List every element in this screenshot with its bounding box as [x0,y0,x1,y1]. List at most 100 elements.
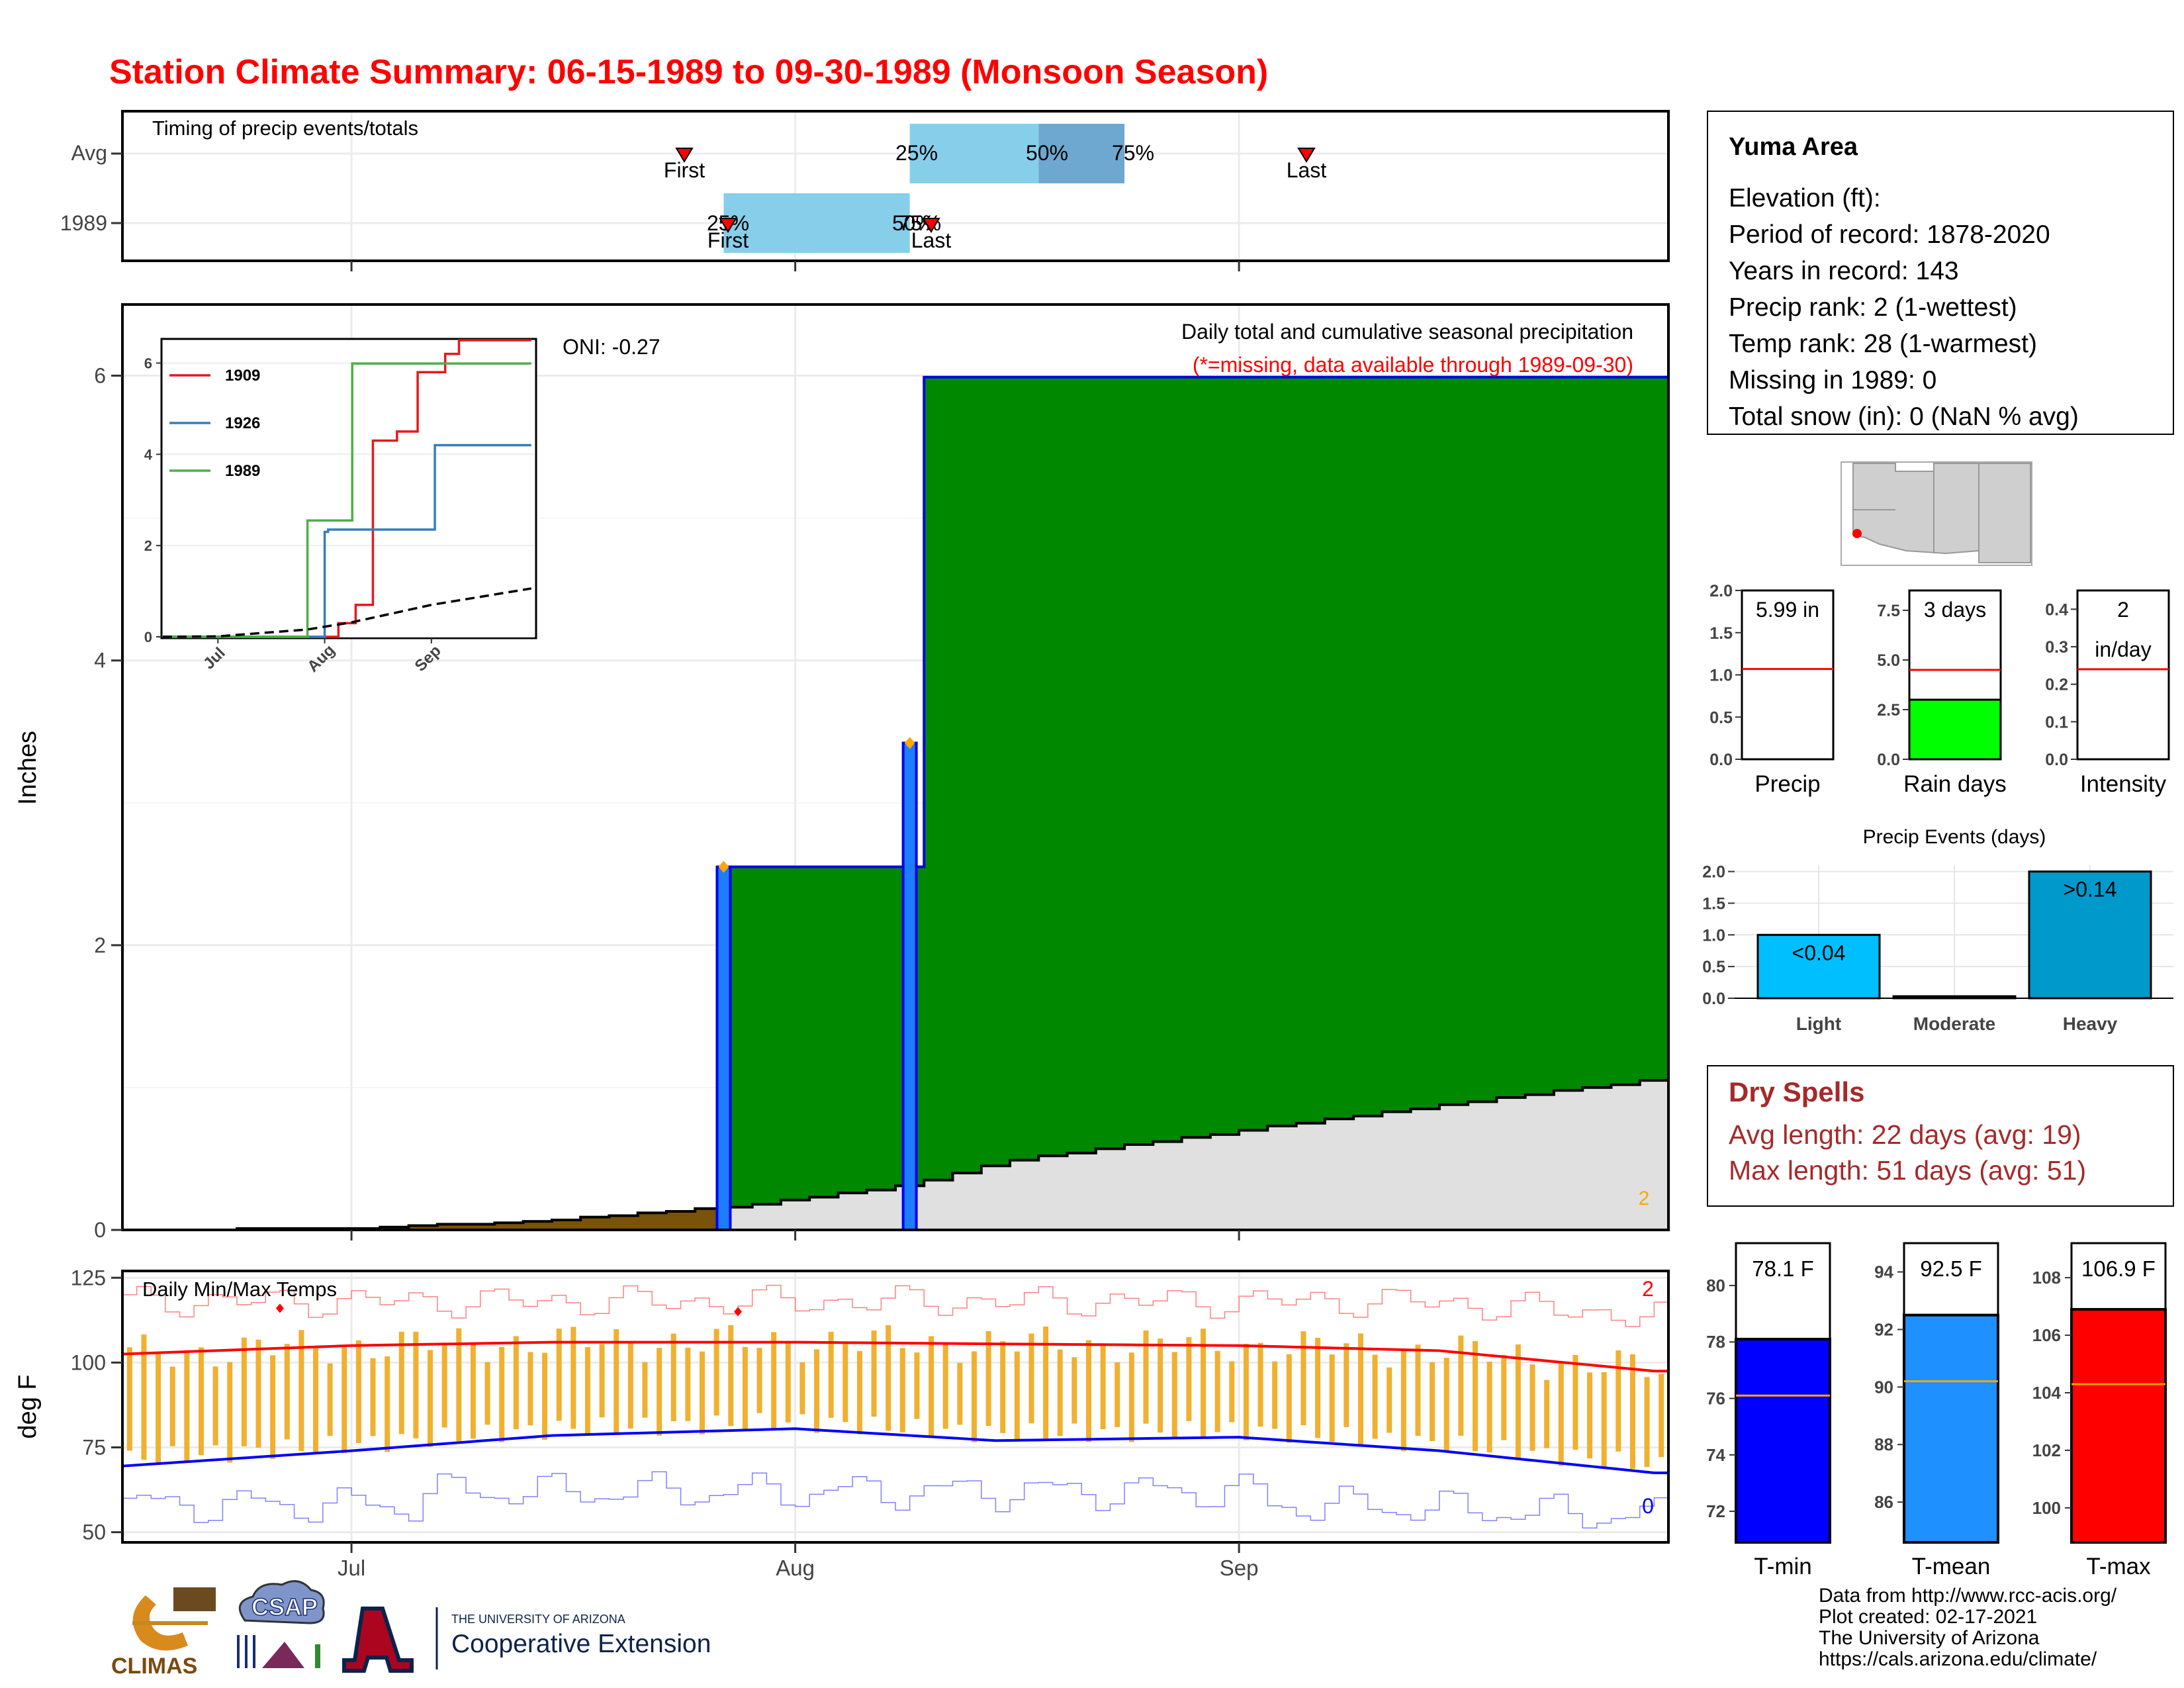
station-detail-line: Precip rank: 2 (1-wettest) [1729,293,2017,322]
inset-line-avg [162,587,532,638]
precip-y-tick-label: 6 [94,364,106,388]
y1989-first-marker [719,218,737,233]
timing-panel: Timing of precip events/totals Avg 1989 … [60,110,1670,271]
mini-bar-tick-label: 0.0 [2045,751,2068,769]
temp-bar-tick-label: 104 [2032,1383,2062,1403]
mini-bar-label: Rain days [1903,771,2007,797]
normal-cumulative-area [122,1080,1668,1230]
events-bar-light [1756,933,1881,1000]
temp-bar-value-label: 92.5 F [1920,1256,1982,1281]
csap-cactus-icon [315,1644,320,1668]
daily-precip-marker [904,737,915,749]
temp-bar-t-min: 72 74 76 78 80 78.1 F T-min [1706,1242,1831,1579]
avg-q2-bar [1038,124,1125,183]
events-title: Precip Events (days) [1863,826,2046,848]
temp-x-tick-label: Aug [776,1556,815,1580]
timing-bars [723,124,1125,253]
mini-bar-tick-label: 5.0 [1877,651,1900,670]
temp-x-tick-label: Jul [338,1556,365,1580]
seasonal-temp-bars: 72 74 76 78 80 78.1 F T-min 86 88 90 92 94 92.5 F T-m… [1706,1242,2167,1579]
station-detail-line: Years in record: 143 [1729,257,1959,285]
precip-y-tick-label: 4 [94,649,106,673]
avg-p75-label: 75% [1112,141,1154,165]
temp-y-axis: 50 75 100 125 [71,1266,122,1544]
station-location-marker [1852,529,1862,538]
avg-first-marker [675,148,694,163]
dry-spells-frame [1707,1065,2174,1207]
csap-rain-icon [237,1635,255,1668]
ua-unit-name: Cooperative Extension [451,1630,711,1658]
temp-bar-tick-label: 86 [1874,1492,1893,1512]
record-high-marker [275,1303,284,1313]
events-y-tick-label: 0.0 [1702,990,1725,1008]
mini-bar-value-label: 2 [2117,598,2129,622]
station-info-frame [1707,111,2174,435]
dry-spells-avg: Avg length: 22 days (avg: 19) [1729,1119,2081,1150]
normal-cumulative-line [122,1079,1670,1231]
mini-bar-label: Precip [1754,771,1820,797]
events-bar-heavy [2028,870,2152,1000]
temp-bar-tick-label: 88 [1874,1434,1893,1454]
avg-q1-bar [909,124,1039,183]
inset-y-tick-label: 2 [144,538,152,554]
inset-legend-label: 1926 [225,414,260,432]
inset-y-tick-label: 6 [144,355,152,371]
timing-label: Timing of precip events/totals [152,117,418,140]
temp-panel-bg [122,1271,1668,1542]
mini-bar-value-unit: in/day [2095,637,2151,661]
mini-bar-tick-label: 0.0 [1709,751,1733,769]
mini-bar-tick-label: 2.5 [1877,701,1900,720]
temp-bar-value [2070,1307,2167,1544]
temp-bar-tick-label: 108 [2032,1268,2061,1288]
csap-mountain-icon [262,1642,304,1668]
avg-first-label: First [664,158,705,182]
ua-university-name: THE UNIVERSITY OF ARIZONA [451,1613,625,1626]
inset-legend-label: 1989 [225,462,260,480]
y1989-last-marker [922,218,940,233]
precip-y-axis: 0 2 4 6 [94,364,122,1242]
mini-bar-tick-label: 0.5 [1709,708,1733,727]
inset-line-1909 [163,339,531,638]
mini-bar-tick-label: 2.0 [1709,582,1733,600]
precip-missing-count: 2 [1639,1188,1650,1209]
temp-bar-tick-label: 80 [1706,1276,1725,1295]
temp-bar-tick-label: 102 [2032,1440,2061,1460]
page-title: Station Climate Summary: 06-15-1989 to 0… [109,53,1268,91]
csap-wordmark: CSAP [251,1593,318,1620]
temp-bar-label: T-max [2086,1554,2151,1579]
dry-spells-max: Max length: 51 days (avg: 51) [1729,1155,2086,1186]
daily-precip-bar [715,865,732,1231]
deficit-area [237,1208,724,1230]
inset-line-1926 [163,444,531,638]
ua-block-a-icon [342,1607,414,1673]
events-category-label: Moderate [1913,1013,1995,1034]
temp-bar-tick-label: 72 [1706,1501,1725,1521]
mini-bar-value [1741,589,1835,761]
climas-logo: CLIMAS [111,1587,216,1679]
mini-bar-tick-label: 1.5 [1709,624,1733,643]
precip-subtitle: Daily total and cumulative seasonal prec… [1181,320,1633,344]
temp-bar-value [1735,1337,1831,1544]
timing-x-ticks [350,261,1240,271]
dry-spells-title: Dry Spells [1729,1076,1864,1107]
mini-bar-tick-label: 0.4 [2045,600,2068,619]
temp-bar-tick-label: 92 [1874,1319,1893,1339]
temp-panel: 50 75 100 125 Jul Aug Sep Daily Min/Max Temps… [14,1266,1670,1580]
temp-y-tick-label: 100 [71,1350,106,1374]
csap-cloud-icon [238,1580,325,1624]
climas-swoosh-icon [132,1595,188,1651]
station-detail-line: Temp rank: 28 (1-warmest) [1729,330,2037,358]
station-name: Yuma Area [1729,133,1858,161]
temp-bar-t-max: 100 102 104 106 108 106.9 F T-max [2032,1242,2167,1579]
temp-bar-tick-label: 76 [1706,1389,1725,1409]
inset-frame [160,338,537,639]
record-low-line [122,1471,1669,1528]
surplus-area [723,377,1668,1207]
record-high-line [122,1284,1669,1327]
temp-bar-tick-label: 78 [1706,1332,1725,1352]
mini-bar-tick-label: 1.0 [1709,667,1733,685]
mini-bar-value [1908,698,2002,761]
temp-y-label: deg F [14,1374,42,1438]
